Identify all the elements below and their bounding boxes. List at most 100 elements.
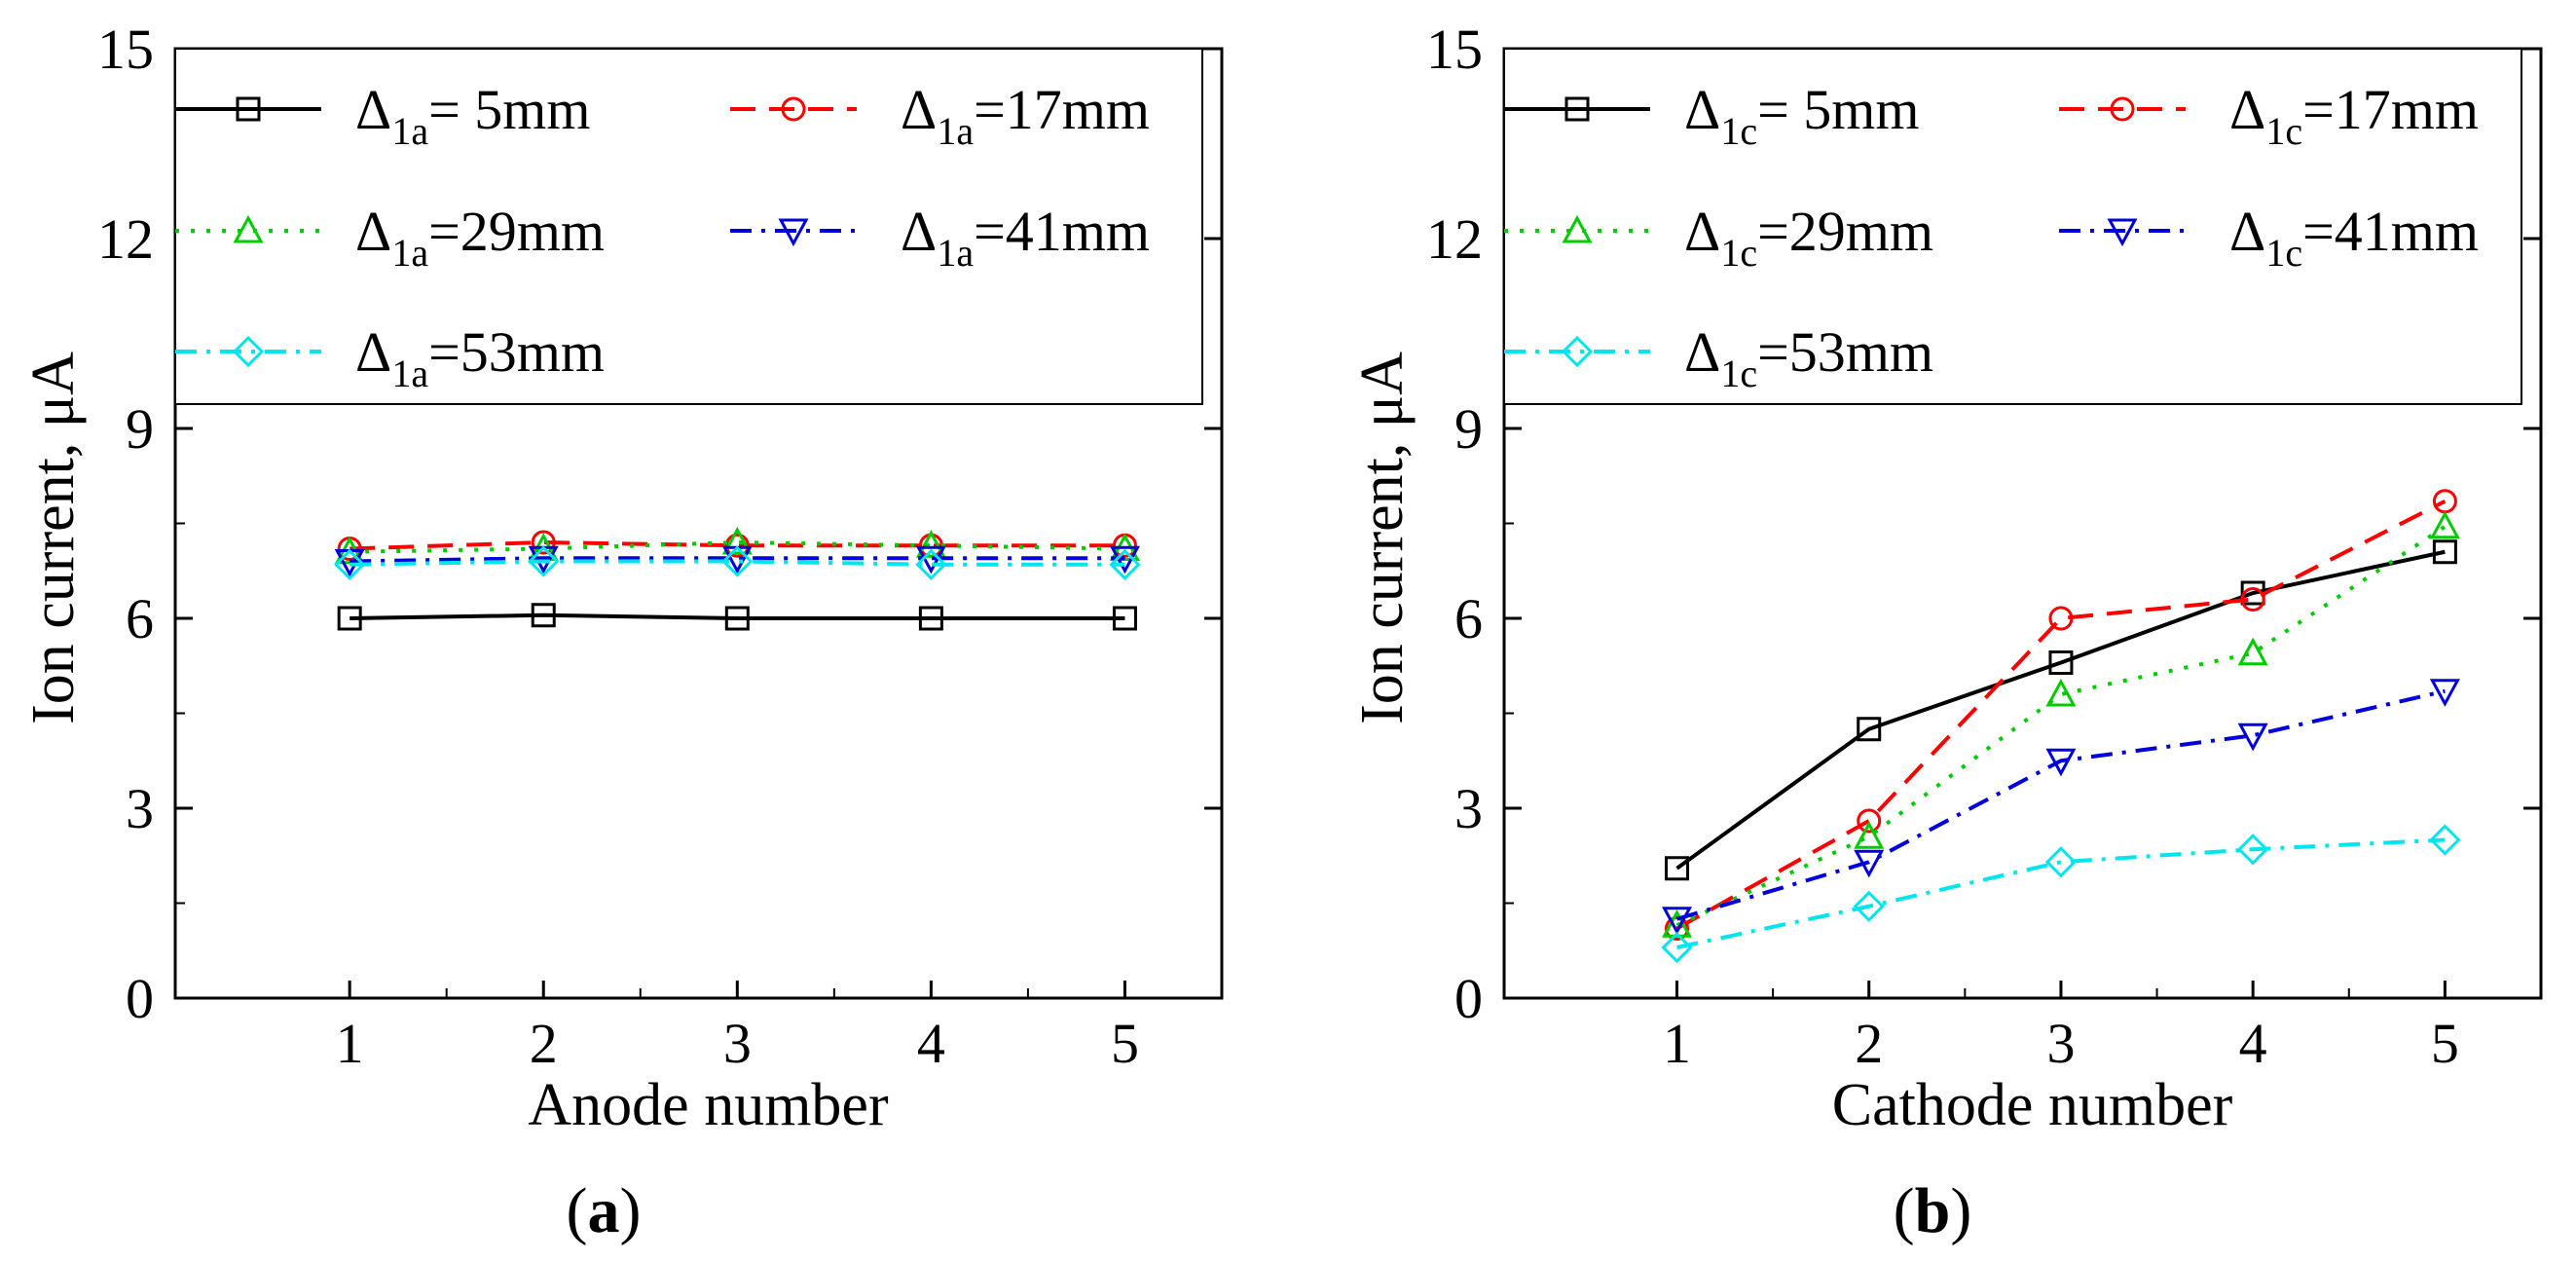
data-point — [337, 606, 362, 631]
data-point — [2045, 678, 2077, 707]
x-tick-label: 2 — [1855, 1012, 1883, 1075]
data-point — [2045, 748, 2077, 777]
data-point — [724, 606, 750, 631]
data-point — [1661, 931, 1693, 964]
series-2 — [337, 530, 1137, 561]
data-point — [1661, 909, 1693, 938]
data-point — [1857, 717, 1882, 742]
legend-label: Δ1c=29mm — [1684, 200, 1933, 275]
y-tick-label: 3 — [1454, 777, 1483, 840]
data-point — [1853, 890, 1885, 922]
data-point — [334, 548, 366, 580]
legend-label: Δ1a=53mm — [355, 320, 605, 395]
data-point — [1665, 856, 1689, 881]
legend-item: Δ1c=41mm — [2059, 200, 2479, 275]
data-point — [1661, 907, 1693, 935]
x-tick-label: 4 — [917, 1012, 945, 1075]
legend-box — [1503, 48, 2522, 405]
series-line — [1676, 837, 2446, 949]
legend: Δ1c= 5mm Δ1c=17mm Δ1c=29mm Δ1c=41mm Δ1c=53mm — [1503, 48, 2522, 405]
series-line — [350, 612, 1125, 620]
legend-label: Δ1a= 5mm — [355, 78, 591, 153]
data-point — [721, 526, 753, 555]
series-line — [1675, 499, 2447, 931]
data-point — [2044, 846, 2078, 878]
legend-marker — [1562, 214, 1593, 243]
legend-item: Δ1c=53mm — [1504, 320, 1933, 395]
legend-label: Δ1a=29mm — [355, 200, 605, 275]
legend-box — [174, 48, 1203, 405]
series-1 — [337, 603, 1137, 631]
legend-label: Δ1a=17mm — [901, 78, 1150, 153]
data-point — [915, 548, 947, 580]
series-line — [350, 556, 1125, 564]
legend-item: Δ1c= 5mm — [1504, 78, 1920, 153]
data-point — [1854, 849, 1885, 878]
data-point — [531, 530, 556, 555]
data-point — [2237, 834, 2269, 866]
legend-marker — [778, 218, 809, 247]
x-axis-label: Anode number — [528, 1072, 889, 1138]
legend-item: Δ1a=17mm — [730, 78, 1150, 153]
y-tick-label: 15 — [97, 18, 154, 81]
data-point — [2429, 510, 2460, 539]
legend: Δ1a= 5mm Δ1a=17mm Δ1a=29mm Δ1a=41mm Δ1a=53mm — [174, 48, 1203, 405]
legend-marker — [1564, 96, 1590, 122]
data-point — [2048, 650, 2074, 675]
data-point — [2429, 679, 2460, 707]
legend-item: Δ1a=29mm — [175, 200, 605, 275]
x-tick-label: 1 — [336, 1012, 364, 1075]
legend-marker — [2110, 96, 2135, 122]
legend-item: Δ1c=17mm — [2059, 78, 2479, 153]
y-tick-label: 12 — [97, 207, 154, 271]
data-point — [2048, 606, 2074, 631]
data-point — [2429, 824, 2461, 856]
legend-marker — [233, 214, 264, 243]
y-tick-label: 0 — [126, 967, 154, 1030]
series-line — [1675, 688, 2446, 921]
legend-label: Δ1c=53mm — [1684, 320, 1933, 395]
data-point — [1112, 606, 1137, 631]
y-tick-label: 9 — [126, 397, 154, 461]
legend-marker — [236, 96, 261, 122]
legend-marker — [781, 96, 806, 122]
series-1 — [1665, 539, 2457, 881]
legend-marker — [232, 335, 265, 368]
legend-item: Δ1a= 5mm — [175, 78, 591, 153]
series-line — [350, 559, 1125, 567]
x-tick-label: 2 — [530, 1012, 558, 1075]
x-tick-label: 3 — [723, 1012, 752, 1075]
data-point — [2432, 539, 2457, 565]
x-tick-label: 3 — [2046, 1012, 2075, 1075]
data-point — [1857, 808, 1882, 834]
data-point — [528, 545, 560, 577]
y-tick-label: 3 — [126, 777, 154, 840]
legend-marker — [2107, 218, 2138, 247]
x-tick-label: 1 — [1663, 1012, 1691, 1075]
legend-marker — [1561, 335, 1594, 368]
data-point — [2237, 637, 2268, 666]
series-5 — [1661, 824, 2461, 964]
x-axis-label: Cathode number — [1832, 1072, 2233, 1138]
data-point — [1854, 821, 1885, 849]
legend-item: Δ1c=29mm — [1504, 200, 1933, 275]
series-line — [1675, 549, 2446, 871]
series-4 — [1661, 679, 2460, 935]
series-line — [1675, 525, 2447, 928]
panel-caption: (b) — [1894, 1175, 1972, 1246]
legend-label: Δ1c= 5mm — [1684, 78, 1920, 153]
y-axis-label: Ion current, μA — [20, 352, 87, 724]
y-tick-label: 15 — [1426, 18, 1483, 81]
legend-label: Δ1c=17mm — [2229, 78, 2479, 153]
data-point — [918, 606, 943, 631]
data-point — [1109, 548, 1141, 580]
y-tick-label: 0 — [1454, 967, 1483, 1030]
legend-label: Δ1a=41mm — [901, 200, 1150, 275]
data-point — [2240, 587, 2265, 612]
legend-item: Δ1a=53mm — [175, 320, 605, 395]
y-tick-label: 9 — [1454, 397, 1483, 461]
data-point — [915, 530, 946, 558]
x-tick-label: 5 — [1111, 1012, 1139, 1075]
